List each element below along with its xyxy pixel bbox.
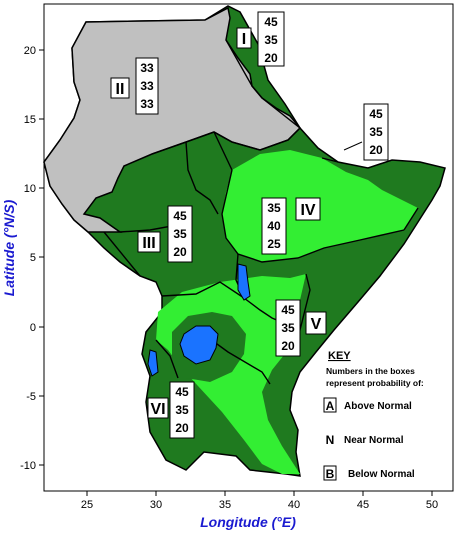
zone-label: IV xyxy=(300,202,315,219)
zone-V: V 45 35 20 xyxy=(275,299,327,357)
prob-below: 20 xyxy=(369,143,383,157)
prob-below: 20 xyxy=(175,421,189,435)
zone-label: VI xyxy=(150,401,165,418)
prob-above: 45 xyxy=(175,385,189,399)
key-label-below: Below Normal xyxy=(348,469,415,480)
lake-tanganyika xyxy=(147,349,159,377)
zone-label: V xyxy=(311,316,322,333)
prob-below: 25 xyxy=(267,237,281,251)
y-tick-label: 5 xyxy=(30,252,36,264)
x-tick-label: 30 xyxy=(150,499,162,511)
y-tick-label: 0 xyxy=(30,322,36,334)
prob-below: 33 xyxy=(140,97,154,111)
zone-IV: IV 35 40 25 xyxy=(261,197,321,255)
prob-near: 35 xyxy=(281,321,295,335)
prob-near: 35 xyxy=(369,125,383,139)
key-title: KEY xyxy=(328,350,351,362)
prob-near: 35 xyxy=(173,227,187,241)
prob-near: 35 xyxy=(175,403,189,417)
x-tick-label: 35 xyxy=(219,499,231,511)
zone-label: II xyxy=(116,81,125,98)
prob-above: 33 xyxy=(140,61,154,75)
lake-victoria xyxy=(179,325,219,365)
prob-above: 45 xyxy=(173,209,187,223)
key-letter-b: B xyxy=(326,467,335,481)
zone-III: III 45 35 20 xyxy=(137,205,193,263)
x-tick-label: 50 xyxy=(426,499,438,511)
prob-below: 20 xyxy=(173,245,187,259)
key-box-a xyxy=(323,397,337,413)
key-intro-line1: Numbers in the boxes xyxy=(326,366,415,376)
x-ticks xyxy=(86,491,433,496)
zone-I: I 45 35 20 xyxy=(236,11,285,67)
key-label-above: Above Normal xyxy=(344,401,412,412)
region-climatology xyxy=(43,6,302,233)
prob-below: 20 xyxy=(281,339,295,353)
key-label-near: Near Normal xyxy=(344,435,404,446)
prob-above: 45 xyxy=(369,107,383,121)
key-letter-a: A xyxy=(326,399,335,413)
prob-above: 45 xyxy=(281,303,295,317)
key-intro-line2: represent probability of: xyxy=(326,378,424,388)
prob-near: 33 xyxy=(140,79,154,93)
y-ticks xyxy=(39,49,44,466)
zone-VI: VI 45 35 20 xyxy=(147,381,195,439)
y-tick-label: 15 xyxy=(24,114,36,126)
y-tick-label: -5 xyxy=(26,391,36,403)
lake-turkana xyxy=(237,263,251,301)
prob-above: 35 xyxy=(267,201,281,215)
prob-near: 35 xyxy=(264,33,278,47)
y-tick-label: -10 xyxy=(20,460,36,472)
y-axis-title: Latitude (°N/S) xyxy=(1,199,17,296)
zone-II: II 33 33 33 xyxy=(110,57,159,115)
x-tick-label: 25 xyxy=(81,499,93,511)
prob-below: 20 xyxy=(264,51,278,65)
key-box-b xyxy=(323,465,337,481)
key-letter-n: N xyxy=(326,433,335,447)
prob-near: 40 xyxy=(267,219,281,233)
zone-extra: 45 35 20 xyxy=(343,103,389,161)
x-axis-title: Longitude (°E) xyxy=(200,514,296,530)
y-tick-label: 20 xyxy=(24,45,36,57)
legend-key: KEY Numbers in the boxes represent proba… xyxy=(323,350,424,481)
prob-above: 45 xyxy=(264,15,278,29)
zone-label: III xyxy=(142,235,155,252)
x-tick-label: 40 xyxy=(288,499,300,511)
y-tick-label: 10 xyxy=(24,183,36,195)
x-tick-label: 45 xyxy=(357,499,369,511)
zone-label: I xyxy=(242,31,246,48)
